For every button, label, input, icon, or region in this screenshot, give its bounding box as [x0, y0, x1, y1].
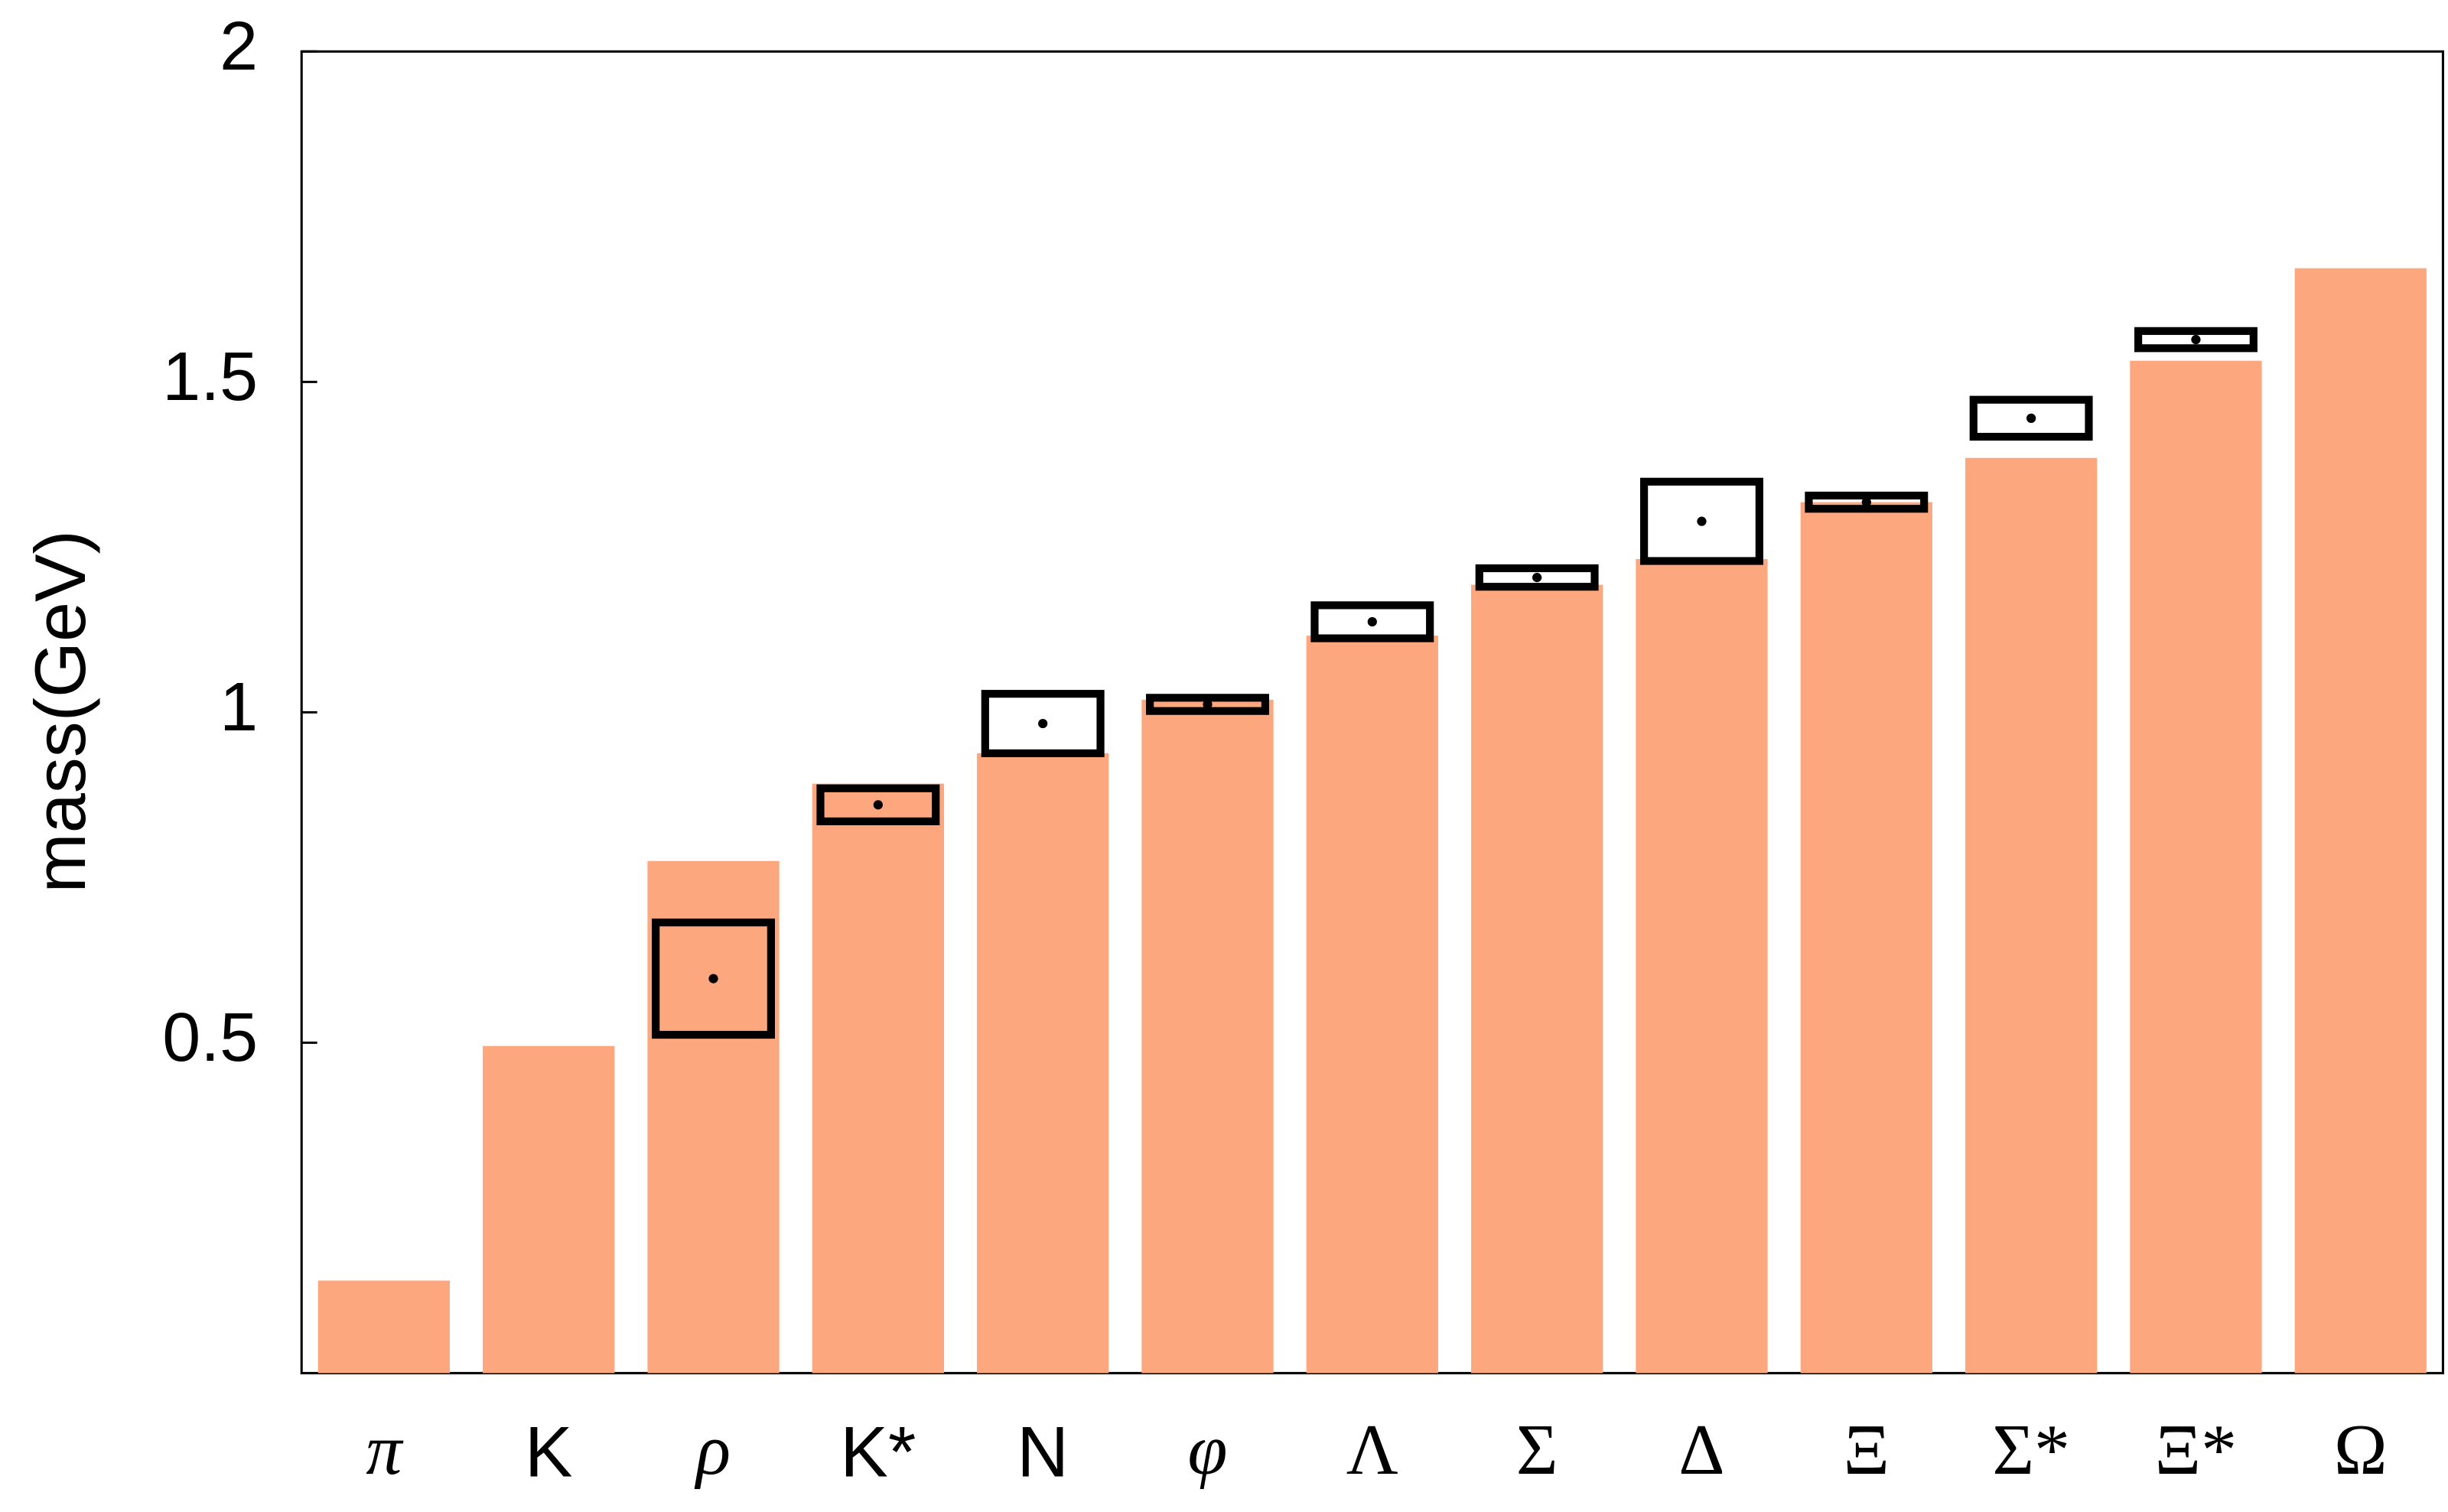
error-box [1969, 395, 2093, 441]
bar [1800, 502, 1932, 1374]
x-tick-label: ρ [694, 1410, 731, 1490]
x-tick-label: Ω [2334, 1410, 2388, 1490]
error-box [1805, 491, 1929, 513]
bar [1471, 584, 1603, 1374]
x-tick-label: K [525, 1411, 573, 1491]
center-dot [1203, 699, 1213, 710]
x-tick-label: Σ* [1992, 1410, 2070, 1490]
x-tick-label: K* [840, 1411, 916, 1491]
bar [2130, 360, 2262, 1374]
center-dot [1532, 572, 1542, 583]
center-dot [2191, 334, 2201, 345]
x-tick-label: Δ [1678, 1410, 1724, 1490]
bar [2294, 268, 2427, 1374]
bar [1141, 699, 1274, 1374]
x-tick-label: Ξ [1844, 1410, 1890, 1490]
error-box [1475, 564, 1599, 591]
x-tick-label: N [1017, 1411, 1069, 1491]
x-tick-label: π [366, 1410, 404, 1490]
x-tick-label: Ξ* [2155, 1410, 2237, 1490]
y-tick-label: 1 [220, 669, 258, 746]
error-box [2134, 327, 2258, 353]
center-dot [1038, 718, 1048, 729]
bar [977, 753, 1109, 1374]
center-dot [2026, 413, 2036, 423]
x-tick-label: Λ [1346, 1410, 1398, 1490]
center-dot [1367, 616, 1377, 627]
bar [483, 1045, 615, 1374]
error-box [1146, 694, 1269, 715]
error-box [816, 784, 940, 826]
x-tick-label: Σ [1516, 1410, 1558, 1490]
center-dot [873, 800, 883, 810]
error-box [1310, 601, 1434, 642]
y-tick-label: 0.5 [162, 1000, 258, 1076]
y-tick-label: 2 [220, 8, 258, 85]
center-dot [1861, 497, 1871, 507]
center-dot [1697, 516, 1707, 526]
bar [1636, 558, 1768, 1374]
bar [1965, 457, 2098, 1374]
error-box [981, 690, 1105, 758]
error-box [652, 919, 775, 1039]
bar [317, 1280, 451, 1374]
bar [647, 860, 780, 1374]
y-tick-label: 1.5 [162, 339, 258, 415]
y-axis-label: mass(GeV) [20, 530, 100, 893]
x-tick-label: φ [1188, 1410, 1228, 1490]
error-box [1640, 477, 1763, 565]
center-dot [708, 974, 718, 984]
bar [812, 783, 944, 1374]
bar [1306, 636, 1438, 1374]
